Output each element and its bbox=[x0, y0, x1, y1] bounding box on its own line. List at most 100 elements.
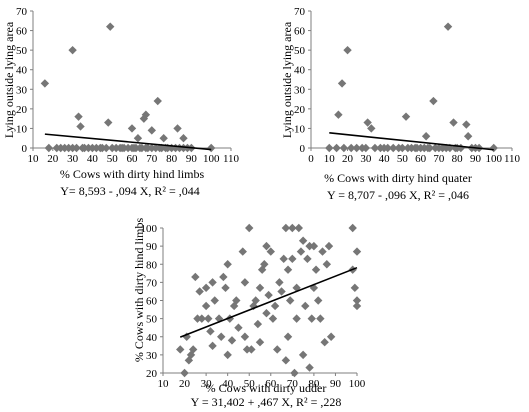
y-tick-label: 40 bbox=[16, 65, 28, 77]
data-point bbox=[389, 143, 398, 153]
data-point bbox=[337, 79, 347, 88]
data-point bbox=[227, 336, 237, 345]
data-point bbox=[206, 327, 215, 336]
chart-2-xlabel: % Cows with dirty udder bbox=[206, 381, 327, 395]
data-point bbox=[255, 337, 265, 347]
data-point bbox=[251, 296, 260, 305]
data-point bbox=[281, 356, 291, 365]
data-point bbox=[72, 143, 81, 153]
data-point bbox=[294, 223, 303, 233]
data-point bbox=[201, 301, 211, 311]
x-tick-label: 90 bbox=[186, 153, 198, 165]
x-tick-label: 70 bbox=[146, 153, 158, 165]
x-tick-label: 40 bbox=[222, 378, 234, 390]
y-tick-label: 0 bbox=[300, 143, 306, 155]
data-point bbox=[348, 223, 357, 233]
x-tick-label: 20 bbox=[179, 378, 191, 390]
y-tick-label: 50 bbox=[16, 45, 28, 57]
x-tick-label: 10 bbox=[158, 378, 170, 390]
data-point bbox=[197, 314, 206, 323]
x-tick-label: 20 bbox=[47, 153, 59, 165]
data-point bbox=[173, 124, 182, 133]
y-tick-label: 70 bbox=[294, 6, 306, 18]
data-point bbox=[240, 278, 250, 287]
data-point bbox=[133, 134, 143, 143]
data-point bbox=[232, 296, 241, 305]
data-point bbox=[462, 120, 471, 129]
x-tick-label: 110 bbox=[504, 153, 521, 165]
x-tick-label: 50 bbox=[397, 153, 409, 165]
data-point bbox=[260, 260, 269, 269]
x-tick-label: 60 bbox=[415, 153, 427, 165]
x-tick-label: 60 bbox=[127, 153, 139, 165]
data-point bbox=[191, 272, 200, 282]
x-tick-label: 10 bbox=[28, 153, 40, 165]
data-point bbox=[201, 283, 211, 293]
data-point bbox=[449, 118, 458, 127]
data-point bbox=[240, 332, 250, 341]
data-point bbox=[273, 345, 282, 354]
x-tick-label: 90 bbox=[330, 378, 342, 390]
data-point bbox=[262, 241, 271, 251]
data-point bbox=[350, 283, 360, 293]
data-point bbox=[347, 143, 356, 153]
x-tick-label: 90 bbox=[470, 153, 482, 165]
data-point bbox=[147, 126, 156, 135]
data-point bbox=[352, 247, 362, 256]
data-point bbox=[268, 314, 278, 323]
data-point bbox=[176, 345, 185, 354]
y-tick-label: 30 bbox=[294, 84, 306, 96]
data-point bbox=[264, 290, 273, 300]
data-point bbox=[238, 247, 247, 256]
data-point bbox=[223, 260, 232, 269]
y-tick-label: 40 bbox=[294, 65, 306, 77]
data-point bbox=[76, 122, 85, 131]
data-point bbox=[305, 241, 314, 251]
data-point bbox=[68, 45, 77, 55]
chart-1-xlabel: % Cows with dirty hind quater bbox=[324, 171, 472, 185]
x-tick-label: 10 bbox=[324, 153, 336, 165]
x-tick-label: 30 bbox=[360, 153, 372, 165]
data-point bbox=[266, 247, 275, 256]
data-point bbox=[314, 296, 323, 305]
y-tick-label: 100 bbox=[141, 223, 158, 235]
data-point bbox=[153, 96, 162, 106]
trendline bbox=[329, 132, 494, 151]
data-point bbox=[298, 236, 308, 245]
data-point bbox=[223, 350, 232, 360]
y-tick-label: 70 bbox=[16, 6, 28, 18]
data-point bbox=[401, 112, 411, 121]
y-tick-label: 10 bbox=[16, 123, 28, 135]
chart-0-equation: Y= 8,593 - ,094 X, R² = ,044 bbox=[60, 184, 199, 198]
data-point bbox=[180, 368, 189, 378]
data-point bbox=[219, 272, 228, 282]
data-point bbox=[184, 356, 194, 365]
data-point bbox=[270, 301, 280, 311]
chart-2-ylabel: % Cows with dirty hind limbs bbox=[132, 218, 146, 363]
data-point bbox=[383, 143, 392, 153]
y-tick-label: 30 bbox=[16, 84, 28, 96]
data-point bbox=[339, 143, 349, 153]
data-point bbox=[253, 319, 263, 329]
data-point bbox=[305, 363, 314, 372]
data-point bbox=[309, 241, 319, 251]
data-point bbox=[325, 143, 334, 153]
data-point bbox=[370, 143, 380, 153]
data-point bbox=[489, 143, 498, 153]
data-point bbox=[311, 265, 321, 274]
data-point bbox=[217, 332, 226, 341]
data-point bbox=[221, 283, 230, 293]
x-tick-label: 50 bbox=[244, 378, 256, 390]
chart-dirty-hind-limbs-vs-dirty-udder: % Cows with dirty hind limbs % Cows with… bbox=[132, 218, 366, 409]
chart-lying-vs-dirty-hind-quater: Lying outside lying area % Cows with dir… bbox=[280, 6, 521, 202]
y-tick-label: 20 bbox=[16, 104, 28, 116]
trendline bbox=[179, 266, 358, 338]
data-point bbox=[290, 368, 299, 378]
x-tick-label: 100 bbox=[485, 153, 502, 165]
data-point bbox=[352, 296, 362, 305]
data-point bbox=[352, 301, 362, 311]
x-tick-label: 30 bbox=[67, 153, 79, 165]
data-point bbox=[456, 143, 466, 153]
data-point bbox=[40, 79, 50, 88]
data-point bbox=[303, 254, 312, 264]
